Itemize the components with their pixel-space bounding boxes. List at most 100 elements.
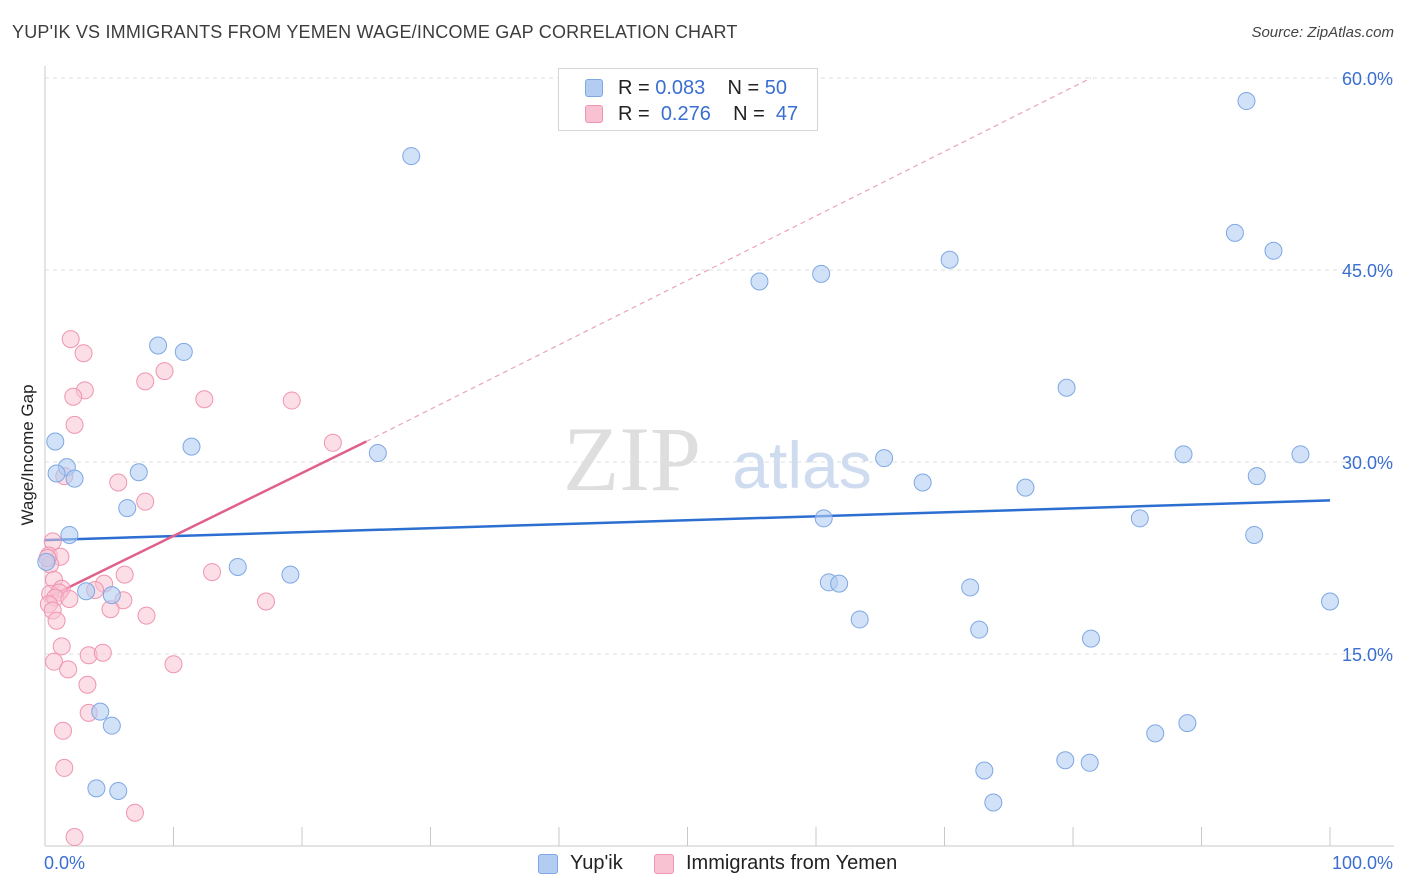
- data-point-yupik: [975, 761, 994, 780]
- data-point-yupik: [129, 463, 148, 482]
- data-point-yupik: [1174, 445, 1193, 464]
- data-point-yupik: [1291, 445, 1310, 464]
- data-point-yemen: [60, 589, 79, 608]
- data-point-yupik: [830, 574, 849, 593]
- data-point-yupik: [913, 473, 932, 492]
- data-point-yupik: [1081, 629, 1100, 648]
- y-tick-label: 15.0%: [1342, 645, 1393, 665]
- data-point-yemen: [136, 372, 155, 391]
- data-point-yupik: [961, 578, 980, 597]
- data-point-yemen: [93, 643, 112, 662]
- trend-extension-yemen: [365, 77, 1092, 443]
- data-point-yupik: [1321, 592, 1339, 611]
- data-point-yupik: [1237, 92, 1256, 111]
- data-point-yupik: [1225, 223, 1244, 242]
- data-point-yupik: [65, 469, 84, 488]
- r-label: R =: [618, 77, 650, 99]
- data-point-yupik: [182, 437, 201, 456]
- data-point-yupik: [77, 582, 96, 601]
- data-point-yemen: [59, 660, 78, 679]
- data-point-yupik: [1130, 509, 1149, 528]
- x-tick-label: 100.0%: [1332, 853, 1393, 873]
- data-point-yupik: [750, 272, 769, 291]
- data-point-yemen: [136, 492, 155, 511]
- n-label: N =: [733, 103, 765, 125]
- data-point-yemen: [125, 803, 144, 822]
- data-point-yupik: [1245, 525, 1264, 544]
- data-point-yemen: [53, 721, 72, 740]
- data-point-yemen: [282, 391, 301, 410]
- data-point-yupik: [102, 586, 121, 605]
- data-point-yupik: [228, 557, 247, 576]
- n-label: N =: [727, 77, 760, 99]
- data-point-yemen: [47, 611, 66, 630]
- watermark-zip: ZIP: [563, 408, 701, 510]
- data-point-yemen: [137, 606, 156, 625]
- data-point-yupik: [1178, 714, 1197, 733]
- data-point-yupik: [812, 264, 831, 283]
- data-point-yupik: [940, 250, 959, 269]
- n-value: 50: [764, 77, 788, 99]
- r-value: 0.083: [655, 77, 706, 99]
- y-tick-label: 45.0%: [1342, 261, 1393, 281]
- data-point-yupik: [109, 781, 128, 800]
- data-point-yupik: [174, 342, 193, 361]
- data-point-yemen: [115, 565, 134, 584]
- data-point-yupik: [91, 702, 110, 721]
- data-point-yupik: [37, 552, 56, 571]
- data-point-yupik: [850, 610, 869, 629]
- stats-legend: R = 0.083 N = 50 R = 0.276 N = 47: [558, 68, 818, 131]
- data-point-yupik: [46, 432, 65, 451]
- data-point-yemen: [64, 387, 83, 406]
- data-point-yupik: [118, 499, 137, 518]
- x-tick-label: 0.0%: [44, 853, 85, 873]
- data-point-yupik: [102, 716, 121, 735]
- data-point-yupik: [47, 464, 66, 483]
- y-tick-label: 30.0%: [1342, 453, 1393, 473]
- blue-swatch: [538, 854, 558, 874]
- data-point-yupik: [1247, 467, 1266, 486]
- r-label: R =: [618, 103, 650, 125]
- data-point-yupik: [1057, 378, 1076, 397]
- watermark: ZIP atlas: [563, 408, 872, 510]
- r-value: 0.276: [660, 103, 711, 125]
- data-point-yemen: [44, 652, 63, 671]
- data-point-yemen: [61, 330, 80, 349]
- data-point-yemen: [323, 433, 342, 452]
- data-point-yupik: [1016, 478, 1035, 497]
- data-point-yupik: [149, 336, 168, 355]
- data-point-yemen: [78, 675, 97, 694]
- data-point-yemen: [257, 592, 276, 611]
- data-point-yupik: [368, 444, 387, 463]
- y-tick-label: 60.0%: [1342, 69, 1393, 89]
- data-point-yemen: [74, 344, 93, 363]
- data-point-yemen: [65, 415, 84, 434]
- legend-label: Yup'ik: [570, 852, 623, 874]
- data-point-yupik: [814, 509, 833, 528]
- data-point-yupik: [87, 779, 106, 798]
- trend-lines: [44, 77, 1331, 601]
- data-point-yupik: [1056, 751, 1075, 770]
- data-point-yemen: [195, 390, 214, 409]
- data-point-yemen: [203, 563, 222, 582]
- blue-swatch: [585, 79, 603, 97]
- pink-swatch: [654, 854, 674, 874]
- data-point-yupik: [402, 147, 421, 166]
- data-point-yemen: [155, 362, 174, 381]
- gridlines: [45, 77, 1394, 655]
- data-point-yupik: [970, 620, 989, 639]
- tick-labels: 15.0% 30.0% 45.0% 60.0% 0.0% 100.0%: [44, 69, 1393, 873]
- legend-label: Immigrants from Yemen: [686, 852, 898, 874]
- y-axis-label: Wage/Income Gap: [18, 384, 37, 526]
- n-value: 47: [775, 103, 799, 125]
- pink-swatch: [585, 105, 603, 123]
- chart-title: YUP'IK VS IMMIGRANTS FROM YEMEN WAGE/INC…: [12, 22, 738, 42]
- trend-line-yemen: [44, 440, 367, 601]
- data-point-yupik: [1146, 724, 1165, 743]
- watermark-atlas: atlas: [732, 428, 871, 502]
- source-label: Source: ZipAtlas.com: [1251, 24, 1394, 41]
- data-point-yemen: [65, 828, 84, 847]
- data-point-yemen: [164, 655, 183, 674]
- data-point-yupik: [1264, 241, 1283, 260]
